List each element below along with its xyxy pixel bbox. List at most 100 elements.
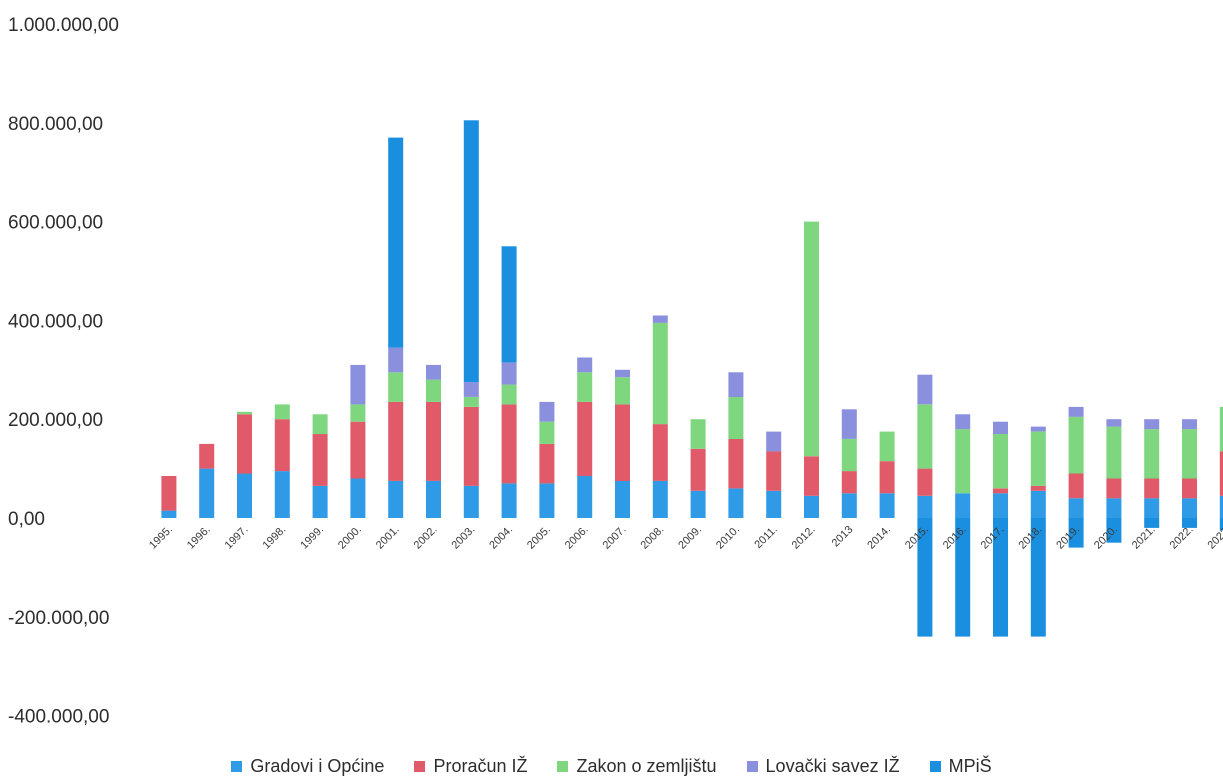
bar-gradovi-i-opcine-2022 bbox=[1182, 498, 1197, 518]
bar-zakon-o-zemljistu-2020 bbox=[1106, 426, 1122, 479]
bar-proracun-iz-2002 bbox=[426, 401, 441, 481]
y-tick-label: 600.000,00 bbox=[8, 213, 103, 234]
bar-mpis-2018 bbox=[1030, 518, 1046, 637]
bar-proracun-iz-2009 bbox=[690, 448, 706, 491]
bar-lovacki-savez-iz-2011 bbox=[766, 431, 782, 452]
x-tick-label: 2023. bbox=[1205, 524, 1223, 552]
bar-gradovi-i-opcine-2018 bbox=[1030, 490, 1046, 518]
bar-zakon-o-zemljistu-2019 bbox=[1068, 416, 1084, 474]
bar-gradovi-i-opcine-2016 bbox=[955, 493, 971, 518]
bar-zakon-o-zemljistu-1999 bbox=[312, 414, 328, 435]
x-tick-label: 2011. bbox=[752, 524, 779, 551]
bar-proracun-iz-2019 bbox=[1068, 473, 1084, 499]
legend-swatch bbox=[414, 760, 426, 772]
legend-item-lovacki-savez-iz: Lovački savez IŽ bbox=[746, 755, 900, 777]
bar-gradovi-i-opcine-1996 bbox=[199, 468, 215, 518]
bar-gradovi-i-opcine-2011 bbox=[766, 490, 782, 518]
bar-proracun-iz-2020 bbox=[1106, 478, 1122, 499]
bar-lovacki-savez-iz-2000 bbox=[350, 364, 366, 405]
bar-gradovi-i-opcine-2023 bbox=[1219, 495, 1223, 518]
legend-label: Gradovi i Općine bbox=[250, 755, 385, 776]
bar-mpis-2017 bbox=[993, 518, 1008, 637]
bar-lovacki-savez-iz-2016 bbox=[955, 414, 971, 430]
bar-gradovi-i-opcine-1995 bbox=[161, 510, 177, 518]
legend-item-proracun-iz: Proračun IŽ bbox=[414, 756, 527, 777]
bar-zakon-o-zemljistu-2006 bbox=[577, 372, 593, 402]
y-tick-label: 800.000,00 bbox=[8, 114, 103, 135]
y-tick-label: 1.000.000,00 bbox=[8, 15, 119, 36]
bar-lovacki-savez-iz-2006 bbox=[577, 357, 593, 373]
bar-zakon-o-zemljistu-1997 bbox=[237, 411, 252, 415]
bar-zakon-o-zemljistu-2005 bbox=[539, 421, 555, 444]
y-axis-ticks: -400.000,00 -200.000,00 0,00 200.000,00 400.… bbox=[8, 15, 119, 728]
bar-zakon-o-zemljistu-2018 bbox=[1030, 431, 1046, 486]
bar-gradovi-i-opcine-2000 bbox=[350, 478, 366, 518]
x-tick-label: 2000. bbox=[336, 524, 364, 552]
bar-proracun-iz-2007 bbox=[615, 404, 630, 481]
legend-swatch bbox=[746, 760, 758, 772]
y-tick-label: -200.000,00 bbox=[8, 608, 109, 629]
stacked-bar-chart: -400.000,00 -200.000,00 0,00 200.000,00 400.… bbox=[8, 15, 1223, 728]
bar-proracun-iz-1997 bbox=[237, 414, 252, 474]
x-tick-label: 2013 bbox=[830, 524, 856, 550]
bar-gradovi-i-opcine-2020 bbox=[1106, 498, 1122, 518]
bar-zakon-o-zemljistu-2008 bbox=[652, 322, 668, 425]
bar-mpis-2015 bbox=[917, 518, 933, 637]
bar-gradovi-i-opcine-2009 bbox=[690, 490, 706, 518]
bar-gradovi-i-opcine-2015 bbox=[917, 495, 933, 518]
bar-zakon-o-zemljistu-2007 bbox=[615, 377, 630, 405]
bar-proracun-iz-2017 bbox=[993, 488, 1008, 494]
bar-lovacki-savez-iz-2004 bbox=[501, 362, 517, 385]
bar-lovacki-savez-iz-2019 bbox=[1068, 406, 1084, 417]
bar-lovacki-savez-iz-2013 bbox=[841, 409, 857, 439]
x-tick-label: 2002. bbox=[412, 524, 440, 552]
bar-proracun-iz-1998 bbox=[274, 419, 290, 472]
bar-zakon-o-zemljistu-2023 bbox=[1219, 406, 1223, 452]
bar-zakon-o-zemljistu-2000 bbox=[350, 404, 366, 422]
x-tick-label: 1995. bbox=[147, 524, 175, 552]
bar-proracun-iz-2014 bbox=[879, 461, 895, 494]
bar-gradovi-i-opcine-2012 bbox=[804, 495, 819, 518]
bar-gradovi-i-opcine-2014 bbox=[879, 493, 895, 518]
bar-proracun-iz-2004 bbox=[501, 404, 517, 484]
y-tick-label: -400.000,00 bbox=[8, 707, 109, 728]
bar-mpis-2003 bbox=[463, 120, 479, 383]
bar-mpis-2022 bbox=[1182, 518, 1197, 528]
bar-lovacki-savez-iz-2022 bbox=[1182, 419, 1197, 430]
legend-swatch bbox=[929, 760, 941, 772]
x-tick-label: 2008. bbox=[638, 524, 666, 552]
bar-gradovi-i-opcine-2005 bbox=[539, 483, 555, 518]
bar-gradovi-i-opcine-2007 bbox=[615, 480, 630, 518]
bar-gradovi-i-opcine-2008 bbox=[652, 480, 668, 518]
legend-label: Lovački savez IŽ bbox=[765, 755, 900, 776]
bar-proracun-iz-2018 bbox=[1030, 485, 1046, 491]
bar-mpis-2019 bbox=[1068, 518, 1084, 548]
x-tick-label: 1996. bbox=[185, 524, 213, 552]
bar-zakon-o-zemljistu-2021 bbox=[1144, 429, 1160, 479]
x-tick-label: 2004. bbox=[487, 524, 515, 552]
bar-lovacki-savez-iz-2018 bbox=[1030, 426, 1046, 432]
bar-lovacki-savez-iz-2005 bbox=[539, 401, 555, 422]
bar-mpis-2023 bbox=[1219, 518, 1223, 531]
bar-lovacki-savez-iz-2010 bbox=[728, 372, 744, 397]
legend-item-zakon-o-zemljistu: Zakon o zemljištu bbox=[557, 756, 717, 777]
bar-proracun-iz-2008 bbox=[652, 424, 668, 481]
bar-proracun-iz-2023 bbox=[1219, 451, 1223, 496]
bar-mpis-2021 bbox=[1144, 518, 1160, 528]
bar-gradovi-i-opcine-2004 bbox=[501, 483, 517, 518]
x-axis-ticks: 1995. 1996. 1997. 1998. 1999. 2000. 2001. 2002.… bbox=[147, 524, 1223, 552]
bar-zakon-o-zemljistu-2022 bbox=[1182, 429, 1197, 479]
bar-zakon-o-zemljistu-2012 bbox=[804, 221, 819, 457]
bar-proracun-iz-2022 bbox=[1182, 478, 1197, 499]
bar-gradovi-i-opcine-1998 bbox=[274, 471, 290, 518]
x-tick-label: 2010. bbox=[714, 524, 742, 552]
bar-lovacki-savez-iz-2017 bbox=[993, 421, 1008, 434]
bar-gradovi-i-opcine-2021 bbox=[1144, 498, 1160, 518]
bar-proracun-iz-2003 bbox=[463, 406, 479, 486]
x-tick-label: 2003. bbox=[449, 524, 477, 552]
x-tick-label: 2009. bbox=[676, 524, 704, 552]
bars bbox=[161, 120, 1223, 637]
bar-gradovi-i-opcine-2019 bbox=[1068, 498, 1084, 518]
bar-zakon-o-zemljistu-2009 bbox=[690, 419, 706, 449]
bar-lovacki-savez-iz-2001 bbox=[388, 347, 404, 373]
